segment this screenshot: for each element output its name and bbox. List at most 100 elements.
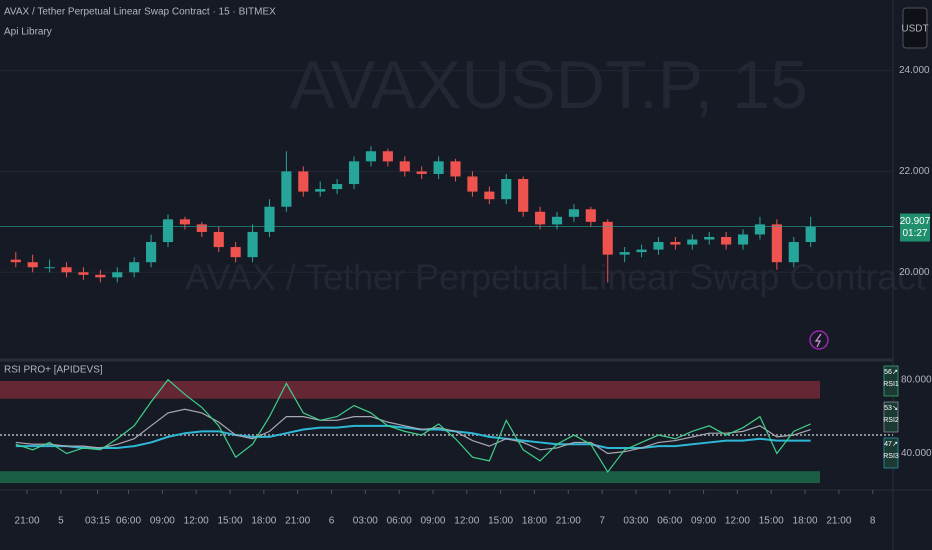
rsi-trend: ↗ [892, 369, 898, 376]
candle-body [112, 272, 123, 278]
candle-body [518, 179, 529, 212]
y-tick-label: 80.000 [901, 374, 932, 385]
x-tick-label: 12:00 [725, 516, 750, 527]
rsi-badge [883, 365, 899, 397]
candle-body [129, 262, 140, 273]
event-icon[interactable] [809, 330, 829, 350]
candle-body [670, 242, 681, 245]
rsi-badge [883, 401, 899, 433]
candle-body [602, 221, 613, 255]
candle-body [501, 179, 512, 200]
legend-label: RSI2 [883, 417, 899, 424]
candle-body [399, 161, 410, 172]
candle-body [754, 224, 766, 235]
watermark-subtitle: AVAX / Tether Perpetual Linear Swap Cont… [185, 257, 925, 298]
candle-body [230, 247, 241, 258]
candle-body [771, 224, 782, 263]
candle-body [281, 171, 292, 207]
rsi-value: 56 [884, 369, 892, 376]
candle-body [704, 236, 715, 240]
x-tick-label: 21:00 [15, 516, 40, 527]
candle-body [264, 206, 275, 232]
x-tick-label: 09:00 [150, 516, 175, 527]
candle-body [213, 231, 224, 248]
candle-body [348, 161, 360, 185]
candle-body [95, 274, 106, 278]
x-tick-label: 12:00 [454, 516, 479, 527]
x-tick-label: 21:00 [556, 516, 581, 527]
y-tick-label: 24.000 [899, 65, 930, 76]
x-tick-label: 06:00 [116, 516, 141, 527]
candle-body [805, 226, 816, 243]
x-tick-label: 21:00 [826, 516, 851, 527]
candle-body [247, 231, 258, 258]
candle-body [467, 176, 478, 192]
legend-label: RSI1 [883, 381, 899, 388]
candle-body [365, 151, 377, 162]
candle-body [78, 272, 89, 275]
rsi-line [15, 408, 811, 455]
rsi-badge [883, 437, 899, 469]
x-tick-label: 03:00 [353, 516, 378, 527]
candle-body [196, 224, 207, 232]
rsi-title: RSI PRO+ [APIDEVS] [4, 365, 103, 376]
candle-body [788, 242, 799, 263]
rsi-line [15, 378, 811, 474]
candle-body [315, 189, 326, 192]
last-price-box [900, 213, 930, 242]
y-tick-label: 20.000 [899, 267, 930, 278]
band [0, 381, 820, 399]
candle-body [636, 249, 647, 253]
currency-label[interactable]: USDT [901, 24, 928, 35]
candle-body [416, 171, 427, 174]
candle-body [653, 242, 664, 250]
x-tick-label: 21:00 [285, 516, 310, 527]
last-price-label: 20.907 [900, 216, 931, 227]
band [0, 471, 820, 484]
rsi-trend: ↗ [892, 441, 898, 448]
countdown: 01:27 [902, 228, 927, 239]
candle-body [61, 267, 72, 273]
candle-body [721, 236, 732, 245]
candle-body [585, 209, 596, 222]
x-tick-label: 8 [870, 516, 876, 527]
candle-body [298, 171, 309, 192]
x-tick-label: 18:00 [251, 516, 276, 527]
x-tick-label: 03:00 [623, 516, 648, 527]
legend-label: RSI3 [883, 453, 899, 460]
x-tick-label: 15:00 [488, 516, 513, 527]
candle-body [146, 242, 157, 263]
x-tick-label: 15:00 [217, 516, 242, 527]
candle-body [484, 191, 495, 200]
x-tick-label: 18:00 [522, 516, 547, 527]
x-tick-label: 03:15 [85, 516, 110, 527]
x-tick-label: 5 [58, 516, 64, 527]
y-tick-label: 40.000 [901, 448, 932, 459]
symbol-title: AVAX / Tether Perpetual Linear Swap Cont… [4, 7, 276, 18]
x-tick-label: 18:00 [793, 516, 818, 527]
x-tick-label: 12:00 [184, 516, 209, 527]
candle-body [619, 252, 630, 255]
indicator-name: Api Library [4, 27, 52, 38]
currency-button[interactable] [902, 7, 928, 49]
rsi-value: 53 [884, 405, 892, 412]
candle-body [27, 262, 38, 268]
candle-body [450, 161, 461, 177]
candle-body [44, 267, 55, 269]
x-tick-label: 09:00 [691, 516, 716, 527]
x-tick-label: 15:00 [759, 516, 784, 527]
candle-body [332, 184, 343, 190]
candle-body [737, 234, 749, 245]
candle-body [568, 209, 579, 217]
y-tick-label: 22.000 [899, 166, 930, 177]
rsi-line [15, 424, 811, 449]
x-tick-label: 6 [329, 516, 335, 527]
x-tick-label: 06:00 [657, 516, 682, 527]
candle-body [535, 211, 546, 225]
candle-body [433, 161, 444, 174]
candle-body [687, 239, 698, 245]
x-tick-label: 06:00 [387, 516, 412, 527]
